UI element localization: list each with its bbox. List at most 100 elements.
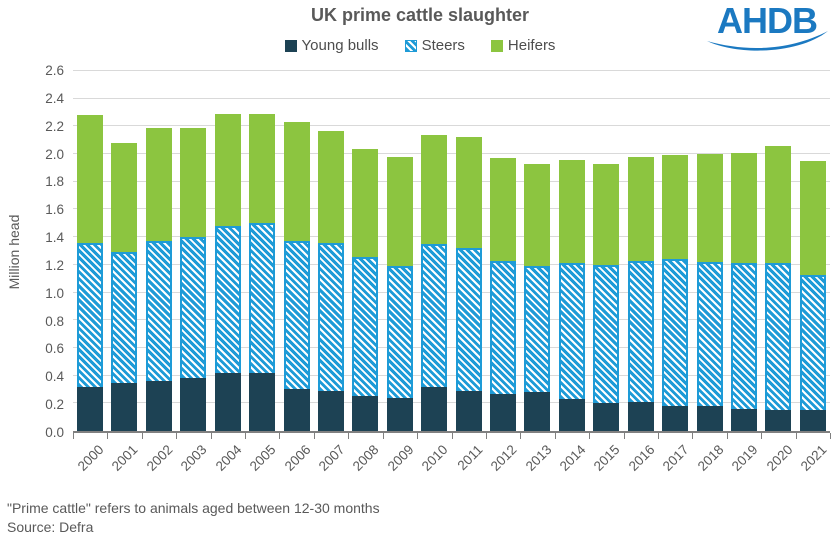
bar-segment-young_bulls-2010 (421, 386, 448, 431)
x-axis-tick (657, 433, 659, 439)
bar-segment-heifers-2001 (111, 143, 138, 253)
bar-segment-young_bulls-2020 (765, 410, 792, 431)
bar-segment-heifers-2021 (799, 161, 826, 275)
bar-segment-steers-2004 (214, 226, 241, 373)
bar-segment-heifers-2009 (386, 156, 413, 267)
bar-segment-young_bulls-2008 (352, 396, 379, 431)
bar-segment-steers-2003 (180, 237, 207, 379)
x-axis-tick (554, 433, 556, 439)
x-axis-tick (623, 433, 625, 439)
bar-segment-young_bulls-2005 (249, 372, 276, 431)
bar-group-2015 (593, 71, 620, 431)
bar-segment-heifers-2020 (765, 145, 792, 264)
y-axis-tick-label: 1.8 (45, 174, 64, 190)
bar-segment-young_bulls-2021 (799, 410, 826, 431)
bar-group-2018 (696, 71, 723, 431)
bar-segment-steers-2006 (283, 241, 310, 390)
heifers-swatch-icon (490, 39, 503, 52)
ahdb-logo-text: AHDB (717, 2, 817, 41)
gridline (73, 70, 830, 71)
x-axis-tick (451, 433, 453, 439)
gridline (73, 180, 830, 182)
x-axis-tick (382, 433, 384, 439)
bar-segment-steers-2005 (249, 223, 276, 373)
bar-segment-heifers-2004 (214, 113, 241, 227)
bar-group-2008 (352, 71, 379, 431)
y-axis-tick-label: 0.6 (45, 341, 64, 357)
y-axis-tick-label: 2.4 (45, 90, 64, 106)
y-axis-title: Million head (6, 214, 22, 290)
bar-segment-steers-2018 (696, 262, 723, 407)
bar-segment-young_bulls-2002 (145, 381, 172, 431)
bar-group-2019 (731, 71, 758, 431)
bar-segment-young_bulls-2009 (386, 397, 413, 431)
bar-segment-young_bulls-2013 (524, 392, 551, 431)
bar-group-2010 (421, 71, 448, 431)
y-axis-tick-label: 2.6 (45, 63, 64, 78)
bar-segment-young_bulls-2015 (593, 403, 620, 431)
legend: Young bulls Steers Heifers (170, 37, 670, 54)
bar-segment-steers-2017 (662, 259, 689, 407)
x-axis-tick (107, 433, 109, 439)
gridline (73, 291, 830, 293)
bar-segment-heifers-2019 (731, 152, 758, 264)
bar-segment-heifers-2007 (317, 130, 344, 243)
y-axis-tick-label: 1.6 (45, 202, 64, 218)
bar-segment-young_bulls-2019 (731, 408, 758, 431)
bar-segment-steers-2021 (799, 274, 826, 411)
bar-segment-steers-2012 (490, 260, 517, 394)
x-axis-tick (417, 433, 419, 439)
y-axis-tick-label: 1.0 (45, 285, 64, 301)
bar-segment-heifers-2003 (180, 127, 207, 238)
bar-segment-heifers-2011 (455, 137, 482, 249)
legend-item-young-bulls: Young bulls (284, 37, 379, 54)
bar-group-2020 (765, 71, 792, 431)
x-axis-tick (795, 433, 797, 439)
y-axis-tick-label: 1.2 (45, 257, 64, 273)
gridline (73, 153, 830, 155)
gridline (73, 346, 830, 348)
bar-segment-heifers-2017 (662, 155, 689, 260)
bar-segment-steers-2011 (455, 248, 482, 391)
bar-segment-young_bulls-2006 (283, 389, 310, 431)
ahdb-logo: AHDB (707, 2, 828, 51)
bar-segment-steers-2020 (765, 263, 792, 411)
legend-item-heifers: Heifers (490, 37, 555, 54)
bar-group-2013 (524, 71, 551, 431)
x-axis-tick (830, 433, 831, 439)
bar-segment-young_bulls-2012 (490, 393, 517, 431)
bar-segment-young_bulls-2004 (214, 372, 241, 431)
bar-group-2009 (386, 71, 413, 431)
bar-group-2002 (145, 71, 172, 431)
bar-segment-steers-2002 (145, 241, 172, 382)
bars-container (73, 71, 830, 431)
bar-segment-steers-2010 (421, 244, 448, 387)
gridline (73, 402, 830, 404)
bar-segment-heifers-2016 (627, 156, 654, 261)
bar-segment-heifers-2005 (249, 113, 276, 224)
x-axis-tick (761, 433, 763, 439)
x-axis-tick (589, 433, 591, 439)
x-axis-tick (279, 433, 281, 439)
y-axis-tick-label: 2.0 (45, 146, 64, 162)
x-axis-tick (485, 433, 487, 439)
bar-segment-steers-2015 (593, 264, 620, 404)
bar-group-2000 (77, 71, 103, 431)
y-axis-tick-label: 0.2 (45, 397, 64, 413)
bar-segment-heifers-2010 (421, 134, 448, 245)
x-axis-tick (176, 433, 178, 439)
x-axis-tick (520, 433, 522, 439)
young-bulls-swatch-icon (284, 39, 297, 52)
bar-segment-steers-2009 (386, 266, 413, 398)
bar-group-2001 (111, 71, 138, 431)
bar-segment-young_bulls-2016 (627, 401, 654, 431)
legend-label-young-bulls: Young bulls (301, 37, 379, 54)
bar-group-2011 (455, 71, 482, 431)
bar-segment-young_bulls-2001 (111, 382, 138, 431)
gridline (73, 125, 830, 127)
bar-group-2007 (317, 71, 344, 431)
x-axis-tick (73, 433, 74, 439)
x-axis-tick (692, 433, 694, 439)
bar-group-2005 (249, 71, 276, 431)
